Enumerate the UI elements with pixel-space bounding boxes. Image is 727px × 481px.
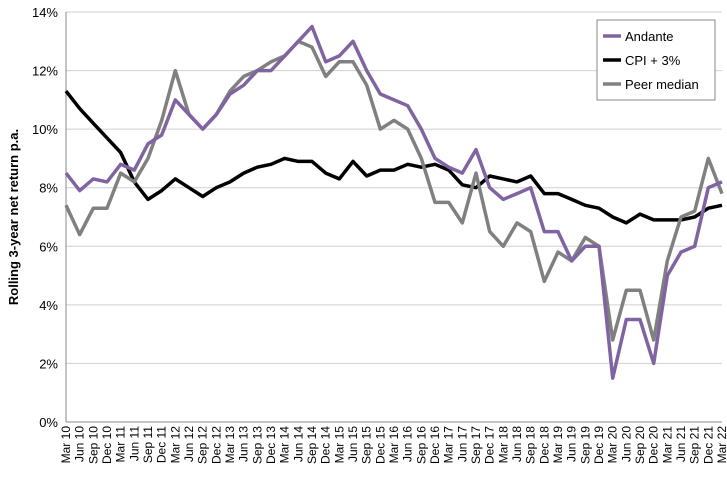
x-tick-label: Sep 16 bbox=[414, 426, 428, 464]
series-line bbox=[64, 90, 723, 225]
x-tick-label: Sep 17 bbox=[469, 426, 483, 464]
x-tick-label: Dec 14 bbox=[319, 426, 333, 464]
x-tick-label: Jun 14 bbox=[291, 426, 305, 462]
x-tick-label: Dec 16 bbox=[428, 426, 442, 464]
x-tick-label: Sep 11 bbox=[141, 426, 155, 463]
x-tick-label: Dec 13 bbox=[264, 426, 278, 464]
x-tick-label: Jun 20 bbox=[619, 426, 633, 462]
x-tick-label: Dec 20 bbox=[647, 426, 661, 464]
x-tick-label: Sep 18 bbox=[524, 426, 538, 464]
x-tick-label: Mar 13 bbox=[223, 426, 237, 464]
y-tick-label: 0% bbox=[39, 415, 58, 430]
x-tick-label: Dec 21 bbox=[701, 426, 715, 464]
x-tick-label: Sep 13 bbox=[250, 426, 264, 464]
x-tick-label: Mar 17 bbox=[442, 426, 456, 464]
legend-label: Peer median bbox=[625, 77, 699, 92]
x-tick-label: Sep 10 bbox=[86, 426, 100, 464]
series-line bbox=[64, 24, 723, 380]
x-tick-label: Mar 18 bbox=[496, 426, 510, 464]
x-tick-label: Mar 11 bbox=[114, 426, 128, 463]
y-tick-label: 4% bbox=[39, 298, 58, 313]
x-tick-label: Mar 21 bbox=[660, 426, 674, 464]
y-tick-label: 8% bbox=[39, 181, 58, 196]
x-tick-label: Sep 14 bbox=[305, 426, 319, 464]
x-tick-label: Dec 18 bbox=[537, 426, 551, 464]
x-tick-label: Dec 11 bbox=[155, 426, 169, 463]
x-tick-label: Mar 20 bbox=[606, 426, 620, 464]
x-tick-label: Mar 10 bbox=[59, 426, 73, 464]
x-tick-label: Sep 21 bbox=[688, 426, 702, 464]
y-tick-label: 2% bbox=[39, 356, 58, 371]
x-tick-label: Jun 10 bbox=[73, 426, 87, 462]
x-tick-label: Dec 15 bbox=[373, 426, 387, 464]
x-tick-label: Jun 21 bbox=[674, 426, 688, 462]
y-tick-label: 10% bbox=[32, 122, 58, 137]
x-tick-label: Sep 20 bbox=[633, 426, 647, 464]
x-tick-label: Mar 12 bbox=[168, 426, 182, 464]
x-tick-label: Mar 19 bbox=[551, 426, 565, 464]
x-tick-label: Jun 15 bbox=[346, 426, 360, 462]
x-tick-label: Jun 12 bbox=[182, 426, 196, 462]
y-axis-label: Rolling 3-year net return p.a. bbox=[6, 129, 21, 305]
legend-label: CPI + 3% bbox=[625, 53, 681, 68]
y-tick-label: 12% bbox=[32, 64, 58, 79]
x-tick-label: Sep 15 bbox=[360, 426, 374, 464]
legend-label: Andante bbox=[625, 29, 673, 44]
x-tick-label: Dec 17 bbox=[483, 426, 497, 464]
x-tick-label: Mar 22 bbox=[715, 426, 727, 464]
x-tick-label: Mar 16 bbox=[387, 426, 401, 464]
y-tick-label: 14% bbox=[32, 5, 58, 20]
x-tick-label: Sep 12 bbox=[196, 426, 210, 464]
x-tick-label: Jun 16 bbox=[401, 426, 415, 462]
x-tick-label: Jun 18 bbox=[510, 426, 524, 462]
x-tick-label: Jun 17 bbox=[455, 426, 469, 462]
x-tick-label: Jun 11 bbox=[127, 426, 141, 461]
series-line bbox=[64, 39, 724, 342]
x-tick-label: Mar 14 bbox=[278, 426, 292, 464]
x-tick-label: Dec 10 bbox=[100, 426, 114, 464]
x-tick-label: Sep 19 bbox=[578, 426, 592, 464]
x-tick-label: Jun 13 bbox=[237, 426, 251, 462]
y-tick-label: 6% bbox=[39, 239, 58, 254]
x-tick-label: Mar 15 bbox=[332, 426, 346, 464]
x-tick-label: Dec 12 bbox=[209, 426, 223, 464]
x-tick-label: Dec 19 bbox=[592, 426, 606, 464]
x-tick-label: Jun 19 bbox=[565, 426, 579, 462]
